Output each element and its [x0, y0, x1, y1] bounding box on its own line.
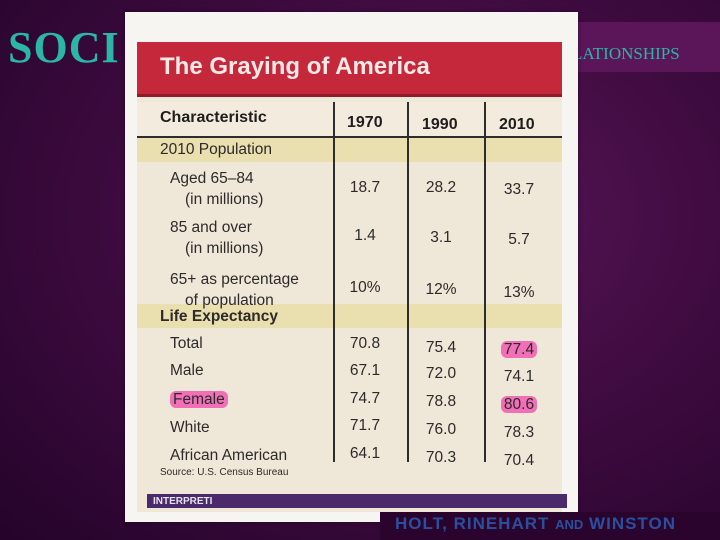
section-label: Life Expectancy: [160, 308, 279, 325]
cell: 78.3: [503, 424, 535, 441]
slide-title: SOCI: [8, 23, 120, 72]
cell: 71.7: [349, 417, 381, 434]
cell: 18.7: [349, 179, 381, 196]
row-sublabel: of population: [185, 292, 274, 309]
footer-publisher: HOLT, RINEHART: [395, 514, 550, 533]
row-label: Male: [170, 362, 204, 379]
row-label: African American: [170, 447, 288, 464]
header-band: [137, 102, 562, 138]
cell: 72.0: [425, 365, 457, 382]
cell: 74.1: [503, 368, 535, 385]
cell: 70.8: [349, 335, 381, 352]
cell: 67.1: [349, 362, 381, 379]
section-label: 2010 Population: [160, 141, 273, 158]
cell: 76.0: [425, 421, 457, 438]
row-label-highlighted: Female: [170, 389, 228, 410]
row-sublabel: (in millions): [185, 191, 264, 208]
cell: 78.8: [425, 393, 457, 410]
interpreting-strip: [147, 494, 567, 508]
cell-highlighted: 77.4: [489, 341, 549, 359]
slide-title-right: LATIONSHIPS: [572, 44, 680, 63]
section-band-life: [137, 304, 562, 328]
table-source: Source: U.S. Census Bureau: [160, 467, 289, 478]
cell: 33.7: [503, 181, 535, 198]
column-divider: [484, 102, 486, 462]
row-label: White: [170, 419, 210, 436]
table-title: The Graying of America: [160, 53, 430, 80]
row-label: Aged 65–84: [170, 170, 254, 187]
cell: 3.1: [430, 229, 452, 246]
row-label: 85 and over: [170, 219, 252, 236]
cell: 28.2: [425, 179, 457, 196]
interpreting-strip-text: INTERPRETI: [153, 496, 213, 507]
cell: 12%: [425, 281, 457, 298]
cell: 5.7: [508, 231, 530, 248]
title-right-bar: [560, 22, 720, 72]
cell: 74.7: [349, 390, 381, 407]
column-header: 1970: [347, 114, 383, 131]
section-band-population: [137, 138, 562, 162]
column-header: 2010: [499, 116, 535, 133]
footer-bar: [380, 512, 720, 540]
cell: 70.3: [425, 449, 457, 466]
table-photo: The Graying of America Characteristic 19…: [125, 12, 578, 522]
footer-and: AND: [555, 517, 584, 532]
cell: 13%: [503, 284, 535, 301]
column-divider: [407, 102, 409, 462]
column-header: Characteristic: [160, 109, 267, 126]
cell-highlighted: 80.6: [489, 396, 549, 414]
column-header: 1990: [422, 116, 458, 133]
publisher-footer: HOLT, RINEHART AND WINSTON: [395, 514, 676, 534]
cell: 64.1: [349, 445, 381, 462]
row-label: Total: [170, 335, 203, 352]
column-divider: [333, 102, 335, 462]
cell: 75.4: [425, 339, 457, 356]
cell: 1.4: [354, 227, 376, 244]
table-card: The Graying of America Characteristic 19…: [137, 42, 562, 512]
table-banner: The Graying of America: [137, 42, 562, 97]
row-label: 65+ as percentage: [170, 271, 299, 288]
footer-winston: WINSTON: [589, 514, 677, 533]
row-sublabel: (in millions): [185, 240, 264, 257]
cell: 70.4: [503, 452, 535, 469]
cell: 10%: [349, 279, 381, 296]
